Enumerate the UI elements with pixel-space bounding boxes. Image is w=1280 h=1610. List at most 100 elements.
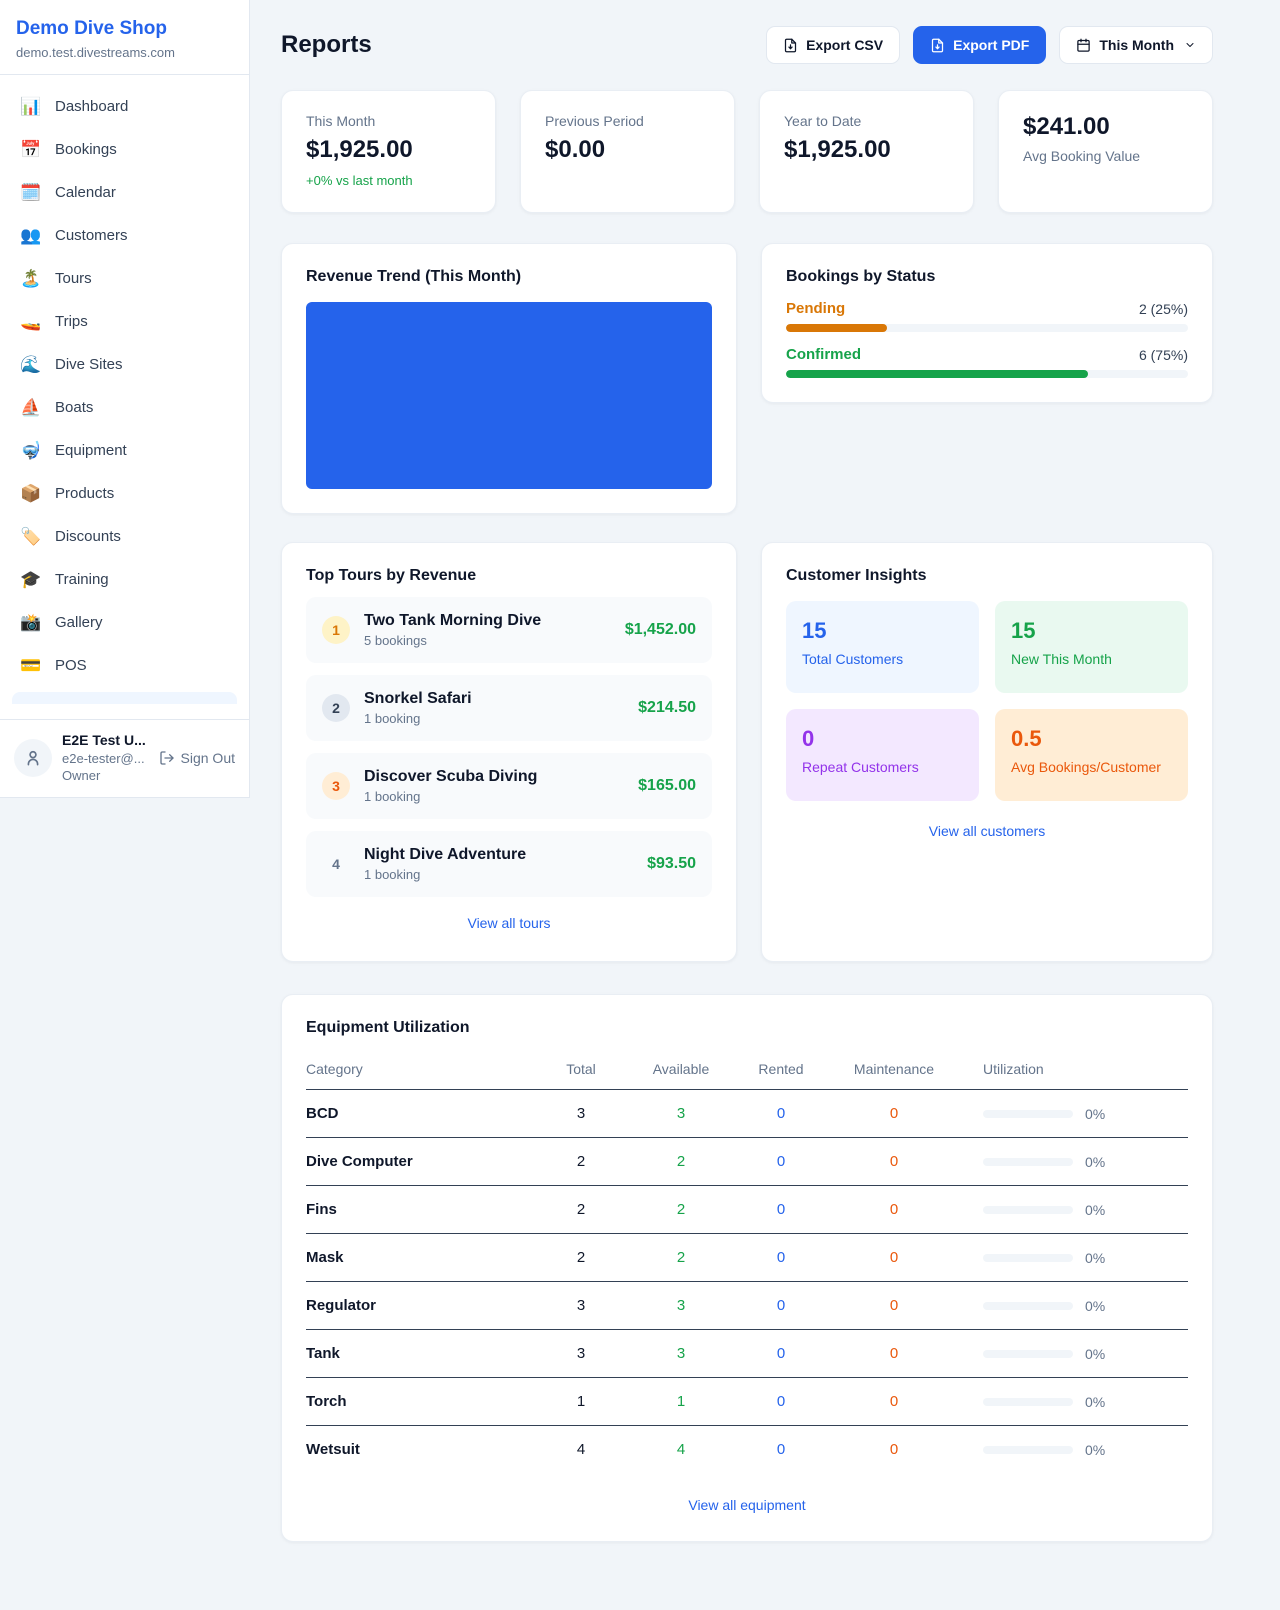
sidebar-item-pos[interactable]: 💳 POS <box>0 644 249 687</box>
sidebar-item-label: Dive Sites <box>55 356 123 373</box>
cell-category: Torch <box>306 1377 531 1426</box>
stat-label: Previous Period <box>545 113 644 129</box>
cell-utilization: 0% <box>1085 1393 1106 1410</box>
cell-rented: 0 <box>731 1377 831 1426</box>
table-row: Tank 3 3 0 0 0% <box>306 1329 1188 1378</box>
rank-badge: 1 <box>322 616 350 644</box>
sidebar-header: Demo Dive Shop demo.test.divestreams.com <box>0 0 249 75</box>
export-pdf-button[interactable]: Export PDF <box>913 26 1047 64</box>
customer-insights-card: Customer Insights 15 Total Customers 15 … <box>761 542 1213 962</box>
cell-category: Wetsuit <box>306 1441 360 1458</box>
cell-maintenance: 0 <box>889 1441 899 1458</box>
utilization-bar <box>983 1301 1073 1310</box>
tile-value: 15 <box>802 618 827 643</box>
camera-icon: 📸 <box>20 612 42 632</box>
insight-tile-repeat-customers: 0 Repeat Customers <box>786 709 979 801</box>
cell-total: 1 <box>531 1377 631 1426</box>
cell-maintenance: 0 <box>831 1281 957 1330</box>
sidebar-item-equipment[interactable]: 🤿 Equipment <box>0 429 249 472</box>
period-dropdown[interactable]: This Month <box>1059 26 1213 64</box>
sidebar-item-gallery[interactable]: 📸 Gallery <box>0 601 249 644</box>
sign-out-button[interactable]: Sign Out <box>159 750 235 766</box>
tile-label: Repeat Customers <box>802 759 919 775</box>
sidebar-item-label: Trips <box>55 313 88 330</box>
tile-label: Avg Bookings/Customer <box>1011 759 1161 775</box>
cell-total: 2 <box>531 1185 631 1234</box>
tour-name: Discover Scuba Diving <box>364 768 538 785</box>
cell-rented: 0 <box>731 1233 831 1282</box>
cell-utilization: 0% <box>1085 1105 1106 1122</box>
sidebar-item-boats[interactable]: ⛵ Boats <box>0 386 249 429</box>
insight-tile-total-customers: 15 Total Customers <box>786 601 979 693</box>
tour-list-item: 3 Discover Scuba Diving 1 booking $165.0… <box>306 753 712 819</box>
tour-name: Snorkel Safari <box>364 690 472 707</box>
sidebar-item-discounts[interactable]: 🏷️ Discounts <box>0 515 249 558</box>
user-role: Owner <box>62 768 101 784</box>
sidebar-item-label: Equipment <box>55 442 127 459</box>
sidebar-item-dive-sites[interactable]: 🌊 Dive Sites <box>0 343 249 386</box>
utilization-bar <box>983 1253 1073 1262</box>
view-all-equipment-link[interactable]: View all equipment <box>688 1497 806 1513</box>
sidebar-item-label: POS <box>55 657 87 674</box>
cell-rented: 0 <box>731 1137 831 1186</box>
cell-total: 2 <box>531 1233 631 1282</box>
revenue-trend-title: Revenue Trend (This Month) <box>306 268 522 285</box>
cell-category: Dive Computer <box>306 1137 531 1186</box>
cell-available: 2 <box>631 1137 731 1186</box>
diving-mask-icon: 🤿 <box>20 440 42 460</box>
chevron-down-icon <box>1184 39 1196 51</box>
cell-rented: 0 <box>731 1281 831 1330</box>
user-name: E2E Test U... <box>62 731 146 748</box>
cell-total: 3 <box>531 1329 631 1378</box>
rank-badge: 3 <box>322 772 350 800</box>
progress-track <box>786 370 1188 378</box>
cell-total: 3 <box>531 1281 631 1330</box>
stat-delta: +0% vs last month <box>306 173 413 188</box>
sidebar-item-label: Calendar <box>55 184 116 201</box>
sidebar-item-training[interactable]: 🎓 Training <box>0 558 249 601</box>
file-download-icon <box>783 38 798 53</box>
tour-bookings: 1 booking <box>364 789 421 804</box>
tile-value: 0.5 <box>1011 726 1042 751</box>
stat-value: $241.00 <box>1023 113 1110 140</box>
stats-row: This Month $1,925.00 +0% vs last month P… <box>281 90 1213 213</box>
cell-utilization: 0% <box>1085 1441 1106 1458</box>
col-total: Total <box>531 1051 631 1090</box>
calendar-outline-icon <box>1076 38 1091 53</box>
sidebar-item-dashboard[interactable]: 📊 Dashboard <box>0 85 249 128</box>
view-all-tours-link[interactable]: View all tours <box>467 915 551 931</box>
revenue-trend-card: Revenue Trend (This Month) <box>281 243 737 514</box>
sidebar-item-tours[interactable]: 🏝️ Tours <box>0 257 249 300</box>
speedboat-icon: 🚤 <box>20 311 42 331</box>
cell-total: 2 <box>531 1137 631 1186</box>
tour-bookings: 5 bookings <box>364 633 427 648</box>
table-row: Wetsuit 4 4 0 0 0% <box>306 1426 1188 1474</box>
progress-track <box>786 324 1188 332</box>
tag-icon: 🏷️ <box>20 526 42 546</box>
stat-value: $0.00 <box>545 136 606 163</box>
sidebar-item-trips[interactable]: 🚤 Trips <box>0 300 249 343</box>
sidebar-item-reports-partial[interactable] <box>12 692 237 704</box>
sidebar-item-customers[interactable]: 👥 Customers <box>0 214 249 257</box>
calendar-icon: 🗓️ <box>20 182 42 202</box>
graduation-cap-icon: 🎓 <box>20 569 42 589</box>
sailboat-icon: ⛵ <box>20 397 42 417</box>
sidebar-item-bookings[interactable]: 📅 Bookings <box>0 128 249 171</box>
sidebar-item-label: Discounts <box>55 528 121 545</box>
period-label: This Month <box>1099 37 1174 53</box>
view-all-customers-link[interactable]: View all customers <box>928 823 1046 839</box>
tour-bookings: 1 booking <box>364 711 421 726</box>
bookings-by-status-title: Bookings by Status <box>786 268 936 285</box>
progress-fill <box>786 324 887 332</box>
sidebar-item-label: Boats <box>55 399 94 416</box>
stat-value: $1,925.00 <box>306 136 413 163</box>
cell-utilization: 0% <box>1085 1249 1106 1266</box>
cell-maintenance: 0 <box>831 1089 957 1138</box>
topbar-actions: Export CSV Export PDF This Month <box>766 26 1213 64</box>
export-csv-button[interactable]: Export CSV <box>766 26 901 64</box>
shop-name: Demo Dive Shop <box>16 18 167 39</box>
charts-row: Revenue Trend (This Month) Bookings by S… <box>281 243 1213 514</box>
sidebar-item-calendar[interactable]: 🗓️ Calendar <box>0 171 249 214</box>
status-row-confirmed: Confirmed 6 (75%) <box>786 346 1188 378</box>
sidebar-item-products[interactable]: 📦 Products <box>0 472 249 515</box>
